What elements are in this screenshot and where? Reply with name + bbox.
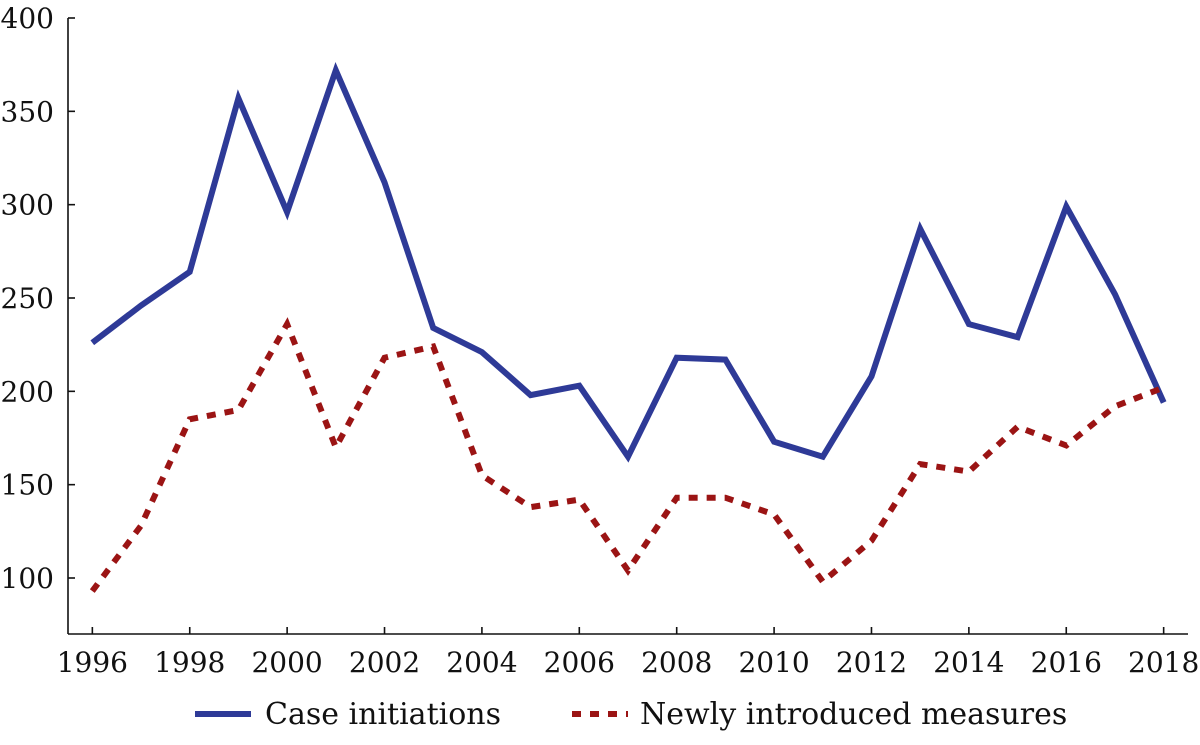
y-tick-label: 150 (1, 469, 54, 502)
y-ticks: 100 150 200 250 300 350 400 (1, 2, 75, 595)
x-tick-label: 2006 (544, 646, 615, 679)
y-tick-label: 300 (1, 189, 54, 222)
x-tick-label: 2014 (933, 646, 1004, 679)
y-tick-label: 200 (1, 375, 54, 408)
series-line-newly-introduced-measures (89, 317, 1165, 593)
series-layer (89, 62, 1167, 593)
series-line-case-initiations (90, 62, 1167, 463)
x-tick-label: 2008 (641, 646, 712, 679)
y-tick-label: 100 (1, 562, 54, 595)
x-tick-label: 2016 (1031, 646, 1102, 679)
x-ticks: 1996 1998 2000 2002 2004 2006 2008 2010 2012 2014… (57, 627, 1199, 679)
x-tick-label: 2012 (836, 646, 907, 679)
legend-label: Case initiations (265, 697, 501, 732)
y-tick-label: 400 (1, 2, 54, 35)
x-tick-label: 2002 (349, 646, 420, 679)
legend: Case initiations Newly introduced measure… (195, 697, 1067, 732)
legend-label: Newly introduced measures (640, 697, 1067, 732)
x-tick-label: 2010 (738, 646, 809, 679)
x-tick-label: 2004 (446, 646, 517, 679)
x-tick-label: 1998 (154, 646, 225, 679)
y-tick-label: 350 (1, 95, 54, 128)
x-tick-label: 2018 (1128, 646, 1199, 679)
x-tick-label: 2000 (251, 646, 322, 679)
y-tick-label: 250 (1, 282, 54, 315)
axes (67, 18, 1188, 635)
x-tick-label: 1996 (57, 646, 128, 679)
